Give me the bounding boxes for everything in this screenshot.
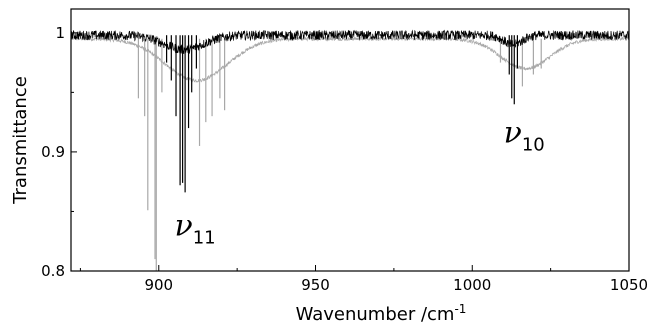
band-label-symbol: ν bbox=[174, 208, 192, 243]
y-axis-title: Transmittance bbox=[10, 76, 31, 205]
x-tick-label: 950 bbox=[301, 276, 330, 294]
band-label-subscript: 11 bbox=[193, 227, 216, 248]
band-label-subscript: 10 bbox=[522, 134, 545, 155]
band-label-symbol: ν bbox=[504, 115, 522, 150]
y-tick-label: 0.8 bbox=[41, 262, 65, 280]
x-tick-label: 1050 bbox=[610, 276, 648, 294]
x-axis-title-text: Wavenumber /cm bbox=[296, 304, 455, 325]
band-label-10: ν10 bbox=[504, 115, 545, 155]
x-tick-label: 1000 bbox=[453, 276, 491, 294]
plot-frame bbox=[70, 8, 630, 272]
y-tick-label: 0.9 bbox=[41, 143, 65, 161]
spectrum-series-1 bbox=[70, 35, 630, 84]
y-tick-label: 1 bbox=[55, 24, 65, 42]
axis-ticks bbox=[71, 32, 630, 272]
spectrum-series-0 bbox=[70, 29, 630, 55]
x-tick-label: 900 bbox=[144, 276, 173, 294]
x-axis-title: Wavenumber /cm-1 bbox=[296, 302, 467, 325]
band-label-11: ν11 bbox=[174, 208, 215, 248]
plot-area bbox=[70, 8, 630, 272]
x-axis-title-superscript: -1 bbox=[454, 302, 466, 316]
tick-labels: 900 950 1000 1050 0.8 0.9 1 bbox=[41, 24, 648, 294]
